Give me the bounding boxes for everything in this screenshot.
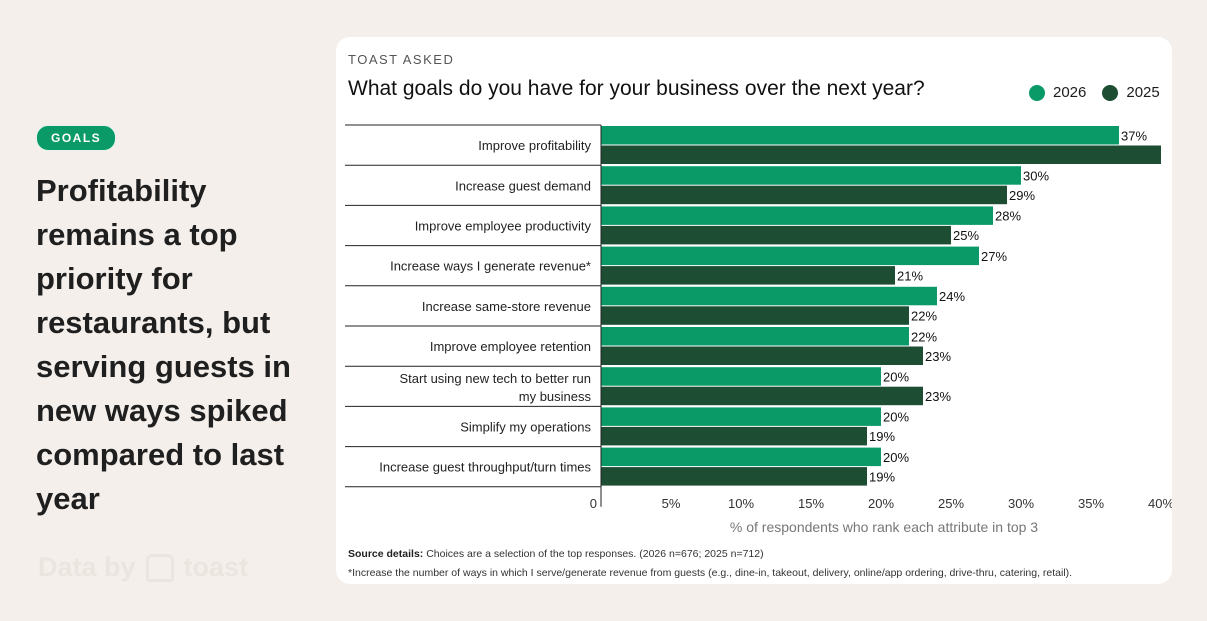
bar-2025: [601, 225, 951, 245]
chart-card: TOAST ASKED What goals do you have for y…: [336, 37, 1172, 584]
legend: 2026 2025: [1029, 84, 1160, 101]
data-label-2025: 19%: [869, 469, 895, 484]
category-label: Simplify my operations: [460, 420, 591, 435]
bar-2025: [601, 145, 1161, 164]
credit-prefix: Data by: [38, 552, 136, 582]
bar-2026: [601, 367, 881, 386]
category-label: Increase same-store revenue: [422, 299, 591, 314]
x-tick-label: 20%: [868, 496, 894, 511]
left-panel: GOALS Profitability remains a top priori…: [36, 125, 326, 521]
data-label-2025: 23%: [925, 389, 951, 404]
legend-swatch-2026: [1029, 84, 1045, 101]
legend-item-2026: 2026: [1029, 84, 1086, 101]
bar-2025: [601, 185, 1007, 205]
data-label-2026: 20%: [883, 450, 909, 465]
x-tick-label: 15%: [798, 496, 824, 511]
data-label-2025: 22%: [911, 309, 937, 324]
data-label-2025: 29%: [1009, 188, 1035, 203]
x-tick-label: 10%: [728, 496, 754, 511]
category-label: Improve employee productivity: [415, 219, 592, 234]
data-label-2025: 19%: [869, 429, 895, 444]
x-tick-label: 40%: [1148, 496, 1172, 511]
headline: Profitability remains a top priority for…: [36, 173, 291, 516]
bar-2026: [601, 166, 1021, 185]
x-axis-label: % of respondents who rank each attribute…: [730, 519, 1038, 535]
x-tick-label: 30%: [1008, 496, 1034, 511]
bar-2026: [601, 246, 979, 266]
source-text: Choices are a selection of the top respo…: [423, 548, 764, 560]
x-tick-label: 5%: [662, 496, 681, 511]
data-label-2026: 20%: [883, 410, 909, 425]
bar-2026: [601, 327, 909, 346]
toast-logo-icon: [145, 553, 174, 582]
data-label-2026: 37%: [1121, 128, 1147, 143]
category-label: Improve profitability: [478, 138, 591, 153]
category-label: Increase ways I generate revenue*: [390, 259, 591, 274]
footnote: *Increase the number of ways in which I …: [348, 567, 1073, 579]
source-label: Source details:: [348, 548, 424, 560]
bar-chart: Improve profitability 37% Increase guest d…: [345, 124, 1172, 535]
category-label: Start using new tech to better run my bus…: [400, 371, 592, 404]
bar-2025: [601, 467, 867, 486]
legend-item-2025: 2025: [1102, 84, 1160, 101]
bar-2026: [601, 286, 937, 306]
credit-brand: toast: [183, 552, 249, 582]
data-label-2026: 20%: [883, 369, 909, 384]
data-label-2026: 24%: [939, 289, 965, 304]
data-label-2026: 27%: [981, 249, 1007, 264]
x-tick-label: 25%: [938, 496, 964, 511]
category-label: Increase guest demand: [455, 178, 591, 193]
bar-2025: [601, 386, 923, 406]
data-label-2025: 25%: [953, 228, 979, 243]
category-label: Improve employee retention: [430, 339, 591, 354]
data-label-2026: 22%: [911, 329, 937, 344]
data-credit: Data by toast: [38, 552, 248, 583]
kicker: TOAST ASKED: [348, 52, 455, 67]
legend-label-2026: 2026: [1053, 84, 1087, 101]
source-details: Source details: Choices are a selection …: [348, 548, 764, 560]
data-label-2026: 28%: [995, 209, 1021, 224]
legend-swatch-2025: [1102, 84, 1119, 101]
bar-2025: [601, 306, 909, 325]
chart-title: What goals do you have for your business…: [348, 77, 925, 100]
bar-2025: [601, 426, 867, 446]
x-tick-label: 0: [590, 496, 597, 511]
data-label-2025: 23%: [925, 349, 951, 364]
bar-2026: [601, 126, 1119, 145]
legend-label-2025: 2025: [1126, 84, 1160, 101]
bar-2025: [601, 266, 895, 285]
bar-2026: [601, 447, 881, 467]
bar-2026: [601, 206, 993, 225]
bar-2025: [601, 346, 923, 365]
x-tick-label: 35%: [1078, 496, 1104, 511]
data-label-2025: 21%: [897, 268, 923, 283]
goals-badge: GOALS: [36, 125, 117, 151]
category-label: Increase guest throughput/turn times: [379, 460, 591, 475]
bar-2026: [601, 407, 881, 426]
data-label-2026: 30%: [1023, 168, 1049, 183]
